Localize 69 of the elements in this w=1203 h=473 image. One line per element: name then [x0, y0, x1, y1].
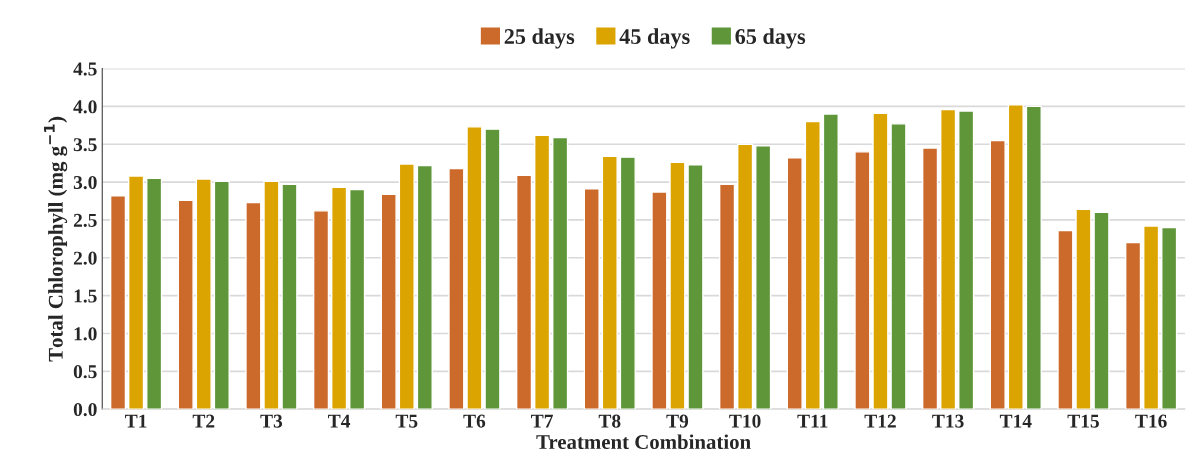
bar — [921, 147, 939, 410]
bar — [1057, 229, 1074, 410]
bar — [737, 143, 754, 410]
x-tick-label: T11 — [797, 414, 828, 428]
x-tick-label: T3 — [260, 414, 283, 428]
x-tick-label: T6 — [463, 414, 486, 428]
bar — [786, 157, 803, 410]
bar — [312, 210, 330, 410]
bar — [958, 110, 975, 410]
y-tick-label: 2.5 — [73, 213, 97, 227]
bar — [822, 113, 839, 410]
y-tick-label: 1.0 — [74, 327, 97, 341]
bar — [177, 199, 194, 410]
y-tick-label: 3.5 — [73, 138, 97, 152]
bar — [331, 186, 348, 410]
bar — [416, 164, 433, 410]
bar — [398, 163, 415, 410]
bar — [213, 180, 230, 410]
bar — [755, 145, 772, 410]
y-tick-label: 1.5 — [74, 289, 97, 303]
x-tick-label: T4 — [328, 414, 351, 428]
x-tick-label: T9 — [666, 414, 689, 428]
x-tick-label: T10 — [729, 414, 761, 428]
x-tick-label: T13 — [932, 414, 964, 428]
bar — [515, 174, 533, 410]
bar — [718, 183, 736, 410]
bar — [127, 175, 145, 410]
y-tick-label: 4.0 — [73, 100, 97, 114]
x-tick-label: T16 — [1135, 414, 1167, 428]
bar — [1143, 225, 1160, 410]
bar — [109, 195, 127, 410]
x-tick-label: T8 — [598, 414, 621, 428]
x-tick-label: T14 — [999, 414, 1032, 428]
bar — [380, 193, 397, 410]
x-tick-label: T7 — [531, 414, 553, 428]
y-tick-label: 3.0 — [73, 175, 97, 190]
bar — [146, 177, 163, 410]
y-tick-label: 2.0 — [73, 251, 97, 265]
bar — [989, 139, 1006, 410]
legend-label: 45 days — [619, 28, 690, 49]
legend-label: 65 days — [735, 28, 806, 49]
bar — [534, 134, 551, 410]
y-tick-label: 0.5 — [73, 365, 97, 379]
y-axis-title: Total Chlorophyll (mg g$^{−1}$) — [43, 116, 68, 362]
bar — [583, 188, 600, 410]
bar — [651, 191, 668, 410]
bar — [804, 120, 821, 410]
bar — [448, 167, 465, 410]
x-tick-label: T1 — [125, 414, 147, 428]
bar — [245, 201, 262, 410]
legend-label: 25 days — [504, 28, 575, 49]
bar — [854, 151, 871, 410]
bar — [552, 136, 569, 410]
x-tick-label: T12 — [864, 414, 896, 428]
bar — [601, 155, 618, 410]
bar — [1007, 104, 1024, 410]
x-tick-label: T5 — [395, 414, 418, 428]
y-tick-label: 0.0 — [73, 402, 97, 417]
bar — [195, 178, 212, 410]
x-axis-title: Treatment Combination — [536, 434, 751, 450]
bar — [940, 108, 957, 410]
x-tick-label: T2 — [192, 414, 215, 428]
bar — [349, 188, 366, 410]
y-tick-label: 4.5 — [73, 62, 97, 76]
bar — [1025, 105, 1042, 410]
bar — [619, 156, 636, 410]
bar — [1124, 241, 1142, 410]
x-tick-label: T15 — [1067, 414, 1099, 428]
bar — [1161, 226, 1178, 410]
